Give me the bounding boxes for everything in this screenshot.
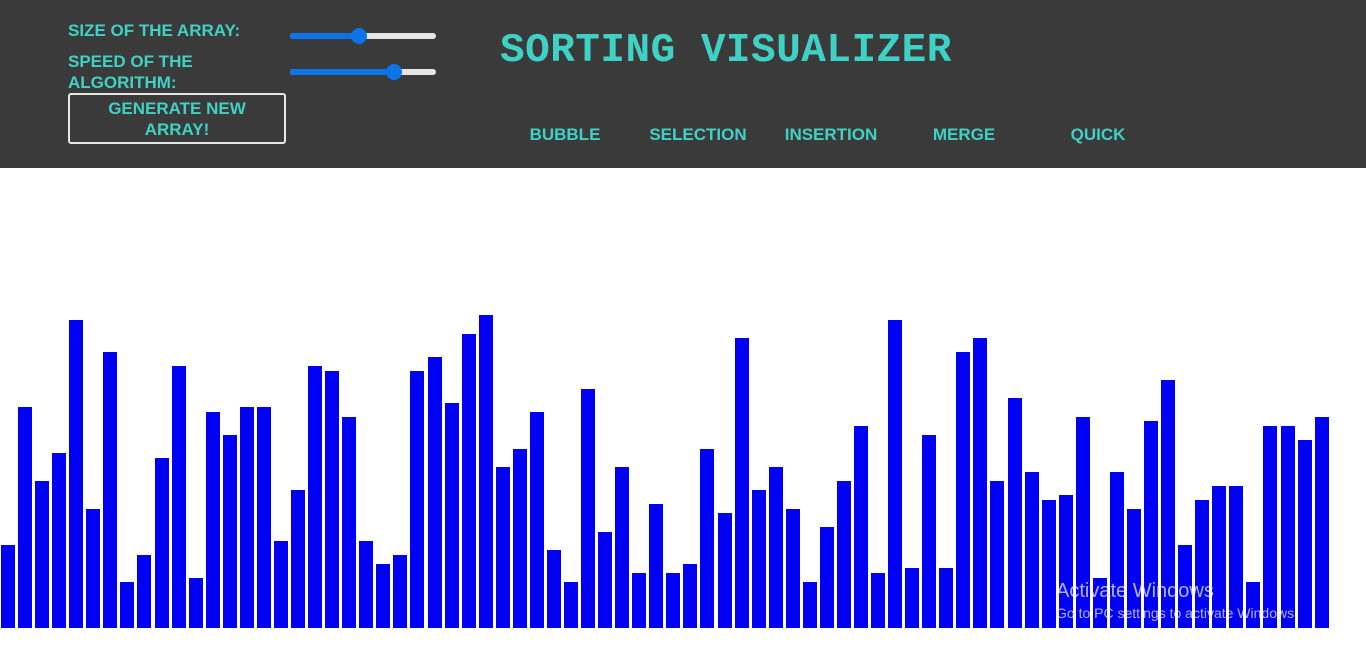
array-bar <box>683 564 698 628</box>
array-bar <box>52 453 67 628</box>
array-bar <box>376 564 391 628</box>
merge-sort-button[interactable]: MERGE <box>904 123 1024 147</box>
slider-thumb[interactable] <box>385 64 402 80</box>
selection-sort-button[interactable]: SELECTION <box>638 123 758 147</box>
array-bar <box>188 578 203 628</box>
array-bar <box>615 467 630 628</box>
array-bar <box>1297 440 1312 628</box>
array-bar <box>1109 472 1124 628</box>
array-bar <box>444 403 459 628</box>
array-bar <box>1229 486 1244 628</box>
array-bar <box>1007 398 1022 628</box>
array-bar <box>325 371 340 628</box>
array-bar <box>273 541 288 628</box>
array-bar <box>649 504 664 628</box>
array-bar <box>256 407 271 628</box>
insertion-sort-button[interactable]: INSERTION <box>771 123 891 147</box>
array-bar <box>956 352 971 628</box>
array-bar <box>1024 472 1039 628</box>
array-bar <box>1263 426 1278 628</box>
header-bar: SIZE OF THE ARRAY: SPEED OF THE ALGORITH… <box>0 0 1366 168</box>
array-bar <box>854 426 868 628</box>
array-bar <box>1195 500 1210 628</box>
array-bar <box>1314 417 1329 628</box>
array-bar <box>1246 582 1261 628</box>
array-bar <box>495 467 510 628</box>
array-bar <box>871 573 886 628</box>
array-bar <box>563 582 578 628</box>
array-bar <box>1144 421 1159 628</box>
array-size-label: SIZE OF THE ARRAY: <box>68 21 241 40</box>
array-bar <box>939 568 954 628</box>
array-bar <box>751 490 766 628</box>
array-bar <box>342 417 357 628</box>
array-bar <box>990 481 1005 628</box>
array-bar <box>120 582 135 628</box>
array-bar <box>1178 545 1193 628</box>
array-bar <box>1058 495 1073 628</box>
bubble-sort-button[interactable]: BUBBLE <box>505 123 625 147</box>
array-bar <box>1161 380 1176 628</box>
array-bar <box>171 366 186 628</box>
array-bar <box>922 435 937 628</box>
array-bar <box>1075 417 1090 628</box>
quick-sort-button[interactable]: QUICK <box>1038 123 1158 147</box>
slider-fill <box>290 69 393 75</box>
array-bar <box>512 449 527 628</box>
array-bar <box>239 407 254 628</box>
array-bar <box>1280 426 1295 628</box>
array-bar <box>888 320 903 628</box>
array-size-slider[interactable] <box>290 28 436 44</box>
array-bar <box>546 550 561 628</box>
page-title: SORTING VISUALIZER <box>500 28 952 74</box>
array-bar <box>666 573 681 628</box>
speed-label-line2: ALGORITHM: <box>68 73 177 92</box>
array-bar <box>35 481 50 628</box>
speed-slider[interactable] <box>290 64 436 80</box>
array-bar <box>461 334 476 628</box>
array-bar <box>734 338 749 628</box>
array-bar <box>308 366 323 628</box>
array-bar <box>836 481 851 628</box>
array-bar <box>632 573 647 628</box>
array-bar <box>154 458 169 628</box>
array-bar <box>785 509 800 628</box>
array-bar <box>768 467 783 628</box>
array-bar <box>802 582 817 628</box>
array-bar <box>69 320 84 628</box>
array-bar <box>427 357 442 628</box>
array-bar <box>291 490 306 628</box>
array-bar <box>1 545 15 628</box>
array-bar <box>598 532 613 628</box>
array-bar <box>137 555 152 628</box>
generate-new-array-button[interactable]: GENERATE NEW ARRAY! <box>68 93 286 144</box>
array-bar <box>1041 500 1056 628</box>
array-bar <box>973 338 988 628</box>
array-bar <box>717 513 732 628</box>
array-bars-container <box>0 168 1366 657</box>
slider-fill <box>290 33 358 39</box>
array-bar <box>905 568 920 628</box>
array-bar <box>1126 509 1141 628</box>
array-bar <box>205 412 220 628</box>
array-bar <box>529 412 544 628</box>
slider-thumb[interactable] <box>350 28 367 44</box>
array-bar <box>103 352 118 628</box>
array-bar <box>1092 578 1107 628</box>
array-bar <box>18 407 33 628</box>
array-bar <box>359 541 374 628</box>
array-bar <box>581 389 596 628</box>
array-bar <box>410 371 425 628</box>
array-bar <box>700 449 715 628</box>
array-bar <box>393 555 408 628</box>
speed-label: SPEED OF THE ALGORITHM: <box>68 51 193 93</box>
array-bar <box>86 509 101 628</box>
array-bar <box>819 527 834 628</box>
speed-label-line1: SPEED OF THE <box>68 52 193 71</box>
array-bar <box>478 315 493 628</box>
activate-windows-title: Activate Windows <box>1056 580 1214 602</box>
array-bar <box>1212 486 1227 628</box>
array-bar <box>222 435 237 628</box>
activate-windows-subtitle: Go to PC settings to activate Windows. <box>1056 605 1298 621</box>
